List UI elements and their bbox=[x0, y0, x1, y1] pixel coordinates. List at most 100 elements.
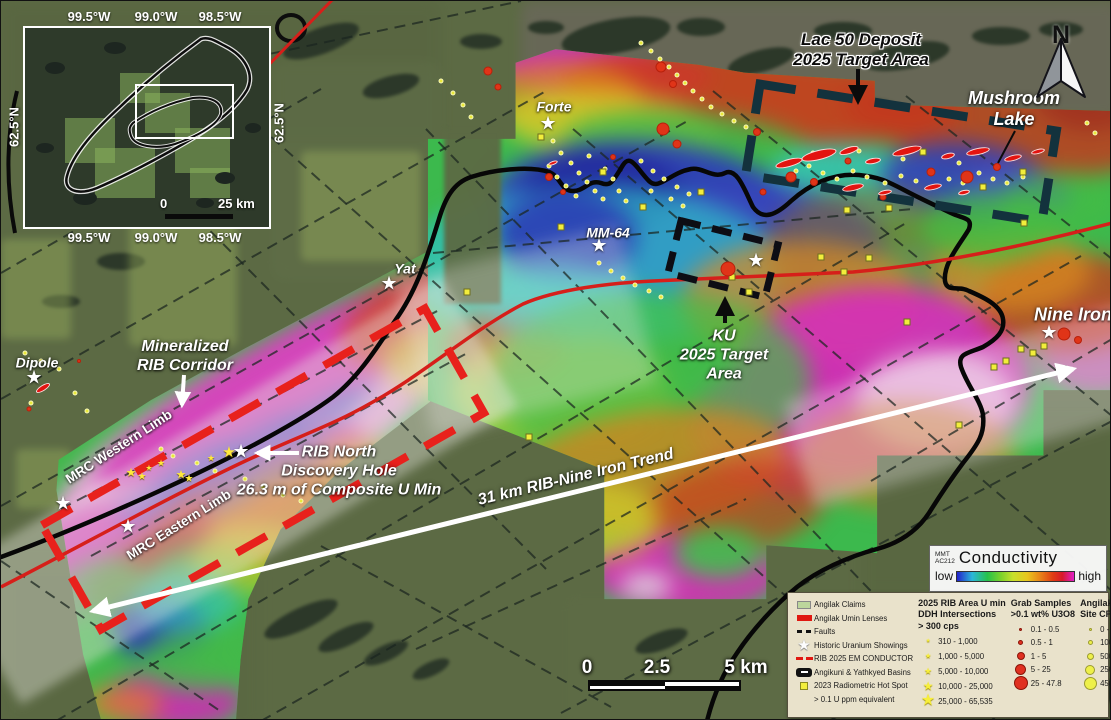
legend-symbol bbox=[1080, 676, 1100, 690]
radiometric-dot bbox=[550, 138, 556, 144]
legend-item-label: 5000 - 25000 bbox=[1100, 651, 1110, 661]
legend-item: 25000 - 45000 bbox=[1080, 663, 1110, 677]
mineralized-corridor-label: Mineralized RIB Corridor bbox=[137, 338, 233, 374]
grab-sample-circle bbox=[1074, 336, 1082, 344]
mushroom-lake-label: Mushroom Lake bbox=[968, 87, 1060, 129]
conductivity-legend: MMT AC212 Conductivity low high bbox=[929, 545, 1107, 592]
radiometric-dot bbox=[242, 476, 248, 482]
radiometric-dot bbox=[682, 80, 688, 86]
legend-symbol bbox=[794, 600, 814, 609]
grab-sample-circle bbox=[810, 178, 818, 186]
legend-column-symbols: Angilak Claims Angilak Umin Lenses Faults ★… bbox=[794, 598, 913, 712]
radiometric-dot bbox=[450, 90, 456, 96]
red-circle-icon bbox=[1013, 676, 1028, 691]
legend-item: Faults bbox=[794, 625, 913, 639]
radiometric-dot bbox=[573, 193, 579, 199]
inset-subbasin-outline bbox=[128, 96, 223, 148]
radiometric-dot bbox=[438, 78, 444, 84]
basin-icon bbox=[796, 667, 812, 677]
radiometric-dot bbox=[84, 408, 90, 414]
uranium-lens bbox=[957, 188, 971, 196]
hotspot-square bbox=[903, 318, 911, 326]
yellow-circle-icon bbox=[1088, 627, 1092, 631]
radiometric-dot bbox=[864, 174, 870, 180]
legend-item-label: > 0.1 U ppm equivalent bbox=[814, 694, 895, 704]
legend-item-label: 0 - 1000 bbox=[1100, 624, 1110, 634]
inset-extent-rectangle bbox=[135, 84, 234, 139]
radiometric-dot bbox=[1084, 120, 1090, 126]
uranium-lens bbox=[940, 151, 956, 161]
legend-item-label: 25 - 47.8 bbox=[1030, 678, 1062, 688]
inset-coord-bottom-3: 98.5°W bbox=[198, 230, 242, 245]
legend-symbol: ★ bbox=[918, 653, 938, 660]
legend-symbol: ★ bbox=[918, 665, 938, 676]
radiometric-dot bbox=[56, 366, 62, 372]
radiometric-dot bbox=[850, 168, 856, 174]
radiometric-dot bbox=[699, 96, 705, 102]
legend-item-label: RIB 2025 EM CONDUCTOR bbox=[814, 654, 914, 664]
legend-item-label: 2023 Radiometric Hot Spot bbox=[814, 681, 908, 691]
map-legend: Angilak Claims Angilak Umin Lenses Faults ★… bbox=[787, 592, 1110, 718]
historic-showing-star: ★ bbox=[747, 250, 765, 272]
radiometric-dot bbox=[554, 174, 560, 180]
legend-symbol: ★ bbox=[794, 638, 814, 653]
historic-showing-star: ★ bbox=[1040, 322, 1058, 344]
radiometric-dot bbox=[1092, 130, 1098, 136]
radiometric-dot bbox=[648, 188, 654, 194]
historic-showing-star: ★ bbox=[119, 516, 137, 538]
legend-item: 1000 - 5000 bbox=[1080, 636, 1110, 650]
radiometric-dot bbox=[194, 460, 200, 466]
uranium-lens bbox=[864, 156, 882, 166]
legend-column-ddh: 2025 RIB Area U min DDH Intersections > 30… bbox=[918, 598, 1006, 712]
radiometric-dot bbox=[668, 196, 674, 202]
radiometric-dot bbox=[690, 88, 696, 94]
conductivity-high-label: high bbox=[1078, 569, 1101, 583]
ddh-intersection-star: ★ bbox=[206, 453, 216, 464]
radiometric-dot bbox=[661, 176, 667, 182]
legend-item: Angikuni & Yathkyed Basins bbox=[794, 666, 913, 680]
uranium-lens bbox=[841, 181, 865, 193]
ddh-intersection-star: ★ bbox=[222, 443, 236, 461]
radiometric-dot bbox=[592, 188, 598, 194]
grab-sample-circle bbox=[720, 261, 736, 277]
radiometric-dot bbox=[719, 111, 725, 117]
hotspot-square bbox=[840, 268, 848, 276]
legend-item: 2023 Radiometric Hot Spot bbox=[794, 679, 913, 693]
yellow-circle-icon bbox=[1086, 652, 1094, 660]
legend-item-label: 45000 - 65535 bbox=[1100, 678, 1110, 688]
lac50-label: Lac 50 Deposit 2025 Target Area bbox=[793, 29, 929, 69]
hotspot-square bbox=[557, 223, 565, 231]
scalebar-mid: 2.5 bbox=[643, 657, 671, 678]
legend-item-label: 5,000 - 10,000 bbox=[938, 666, 989, 676]
radiometric-dot bbox=[280, 492, 286, 498]
red-circle-icon bbox=[1018, 640, 1024, 646]
yellow-circle-icon bbox=[1085, 664, 1096, 675]
grab-sample-circle bbox=[545, 173, 553, 181]
uranium-lens bbox=[923, 182, 943, 192]
inset-coord-top-3: 98.5°W bbox=[198, 9, 242, 24]
hotspot-square bbox=[1040, 342, 1048, 350]
legend-item-label: Angilak Umin Lenses bbox=[814, 613, 888, 623]
site-label-nine-iron: Nine Iron bbox=[1033, 304, 1111, 325]
hotspot-icon bbox=[800, 681, 808, 690]
ddh-intersection-star: ★ bbox=[137, 471, 147, 483]
legend-column-grab: Grab Samples >0.1 wt% U3O8 0.1 - 0.5 0.5 - … bbox=[1011, 598, 1075, 712]
rib-north-label: RIB North Discovery Hole 26.3 m of Composi… bbox=[236, 443, 442, 499]
hotspot-square bbox=[525, 433, 533, 441]
ddh-intersection-star: ★ bbox=[156, 458, 166, 469]
legend-item-label: Historic Uranium Showings bbox=[814, 640, 908, 650]
radiometric-dot bbox=[72, 390, 78, 396]
radiometric-dot bbox=[990, 176, 996, 182]
radiometric-dot bbox=[298, 498, 304, 504]
yellow-star-icon: ★ bbox=[920, 692, 936, 710]
hotspot-square bbox=[745, 288, 753, 296]
hotspot-square bbox=[697, 188, 705, 196]
site-label-mm64: MM-64 bbox=[586, 224, 630, 241]
yellow-star-icon: ★ bbox=[922, 679, 934, 694]
yellow-star-icon: ★ bbox=[924, 665, 933, 676]
inset-scale-zero: 0 bbox=[160, 196, 168, 211]
yellow-circle-icon bbox=[1083, 676, 1097, 690]
legend-item-label: 10,000 - 25,000 bbox=[938, 681, 993, 691]
hotspot-square bbox=[1019, 168, 1027, 176]
